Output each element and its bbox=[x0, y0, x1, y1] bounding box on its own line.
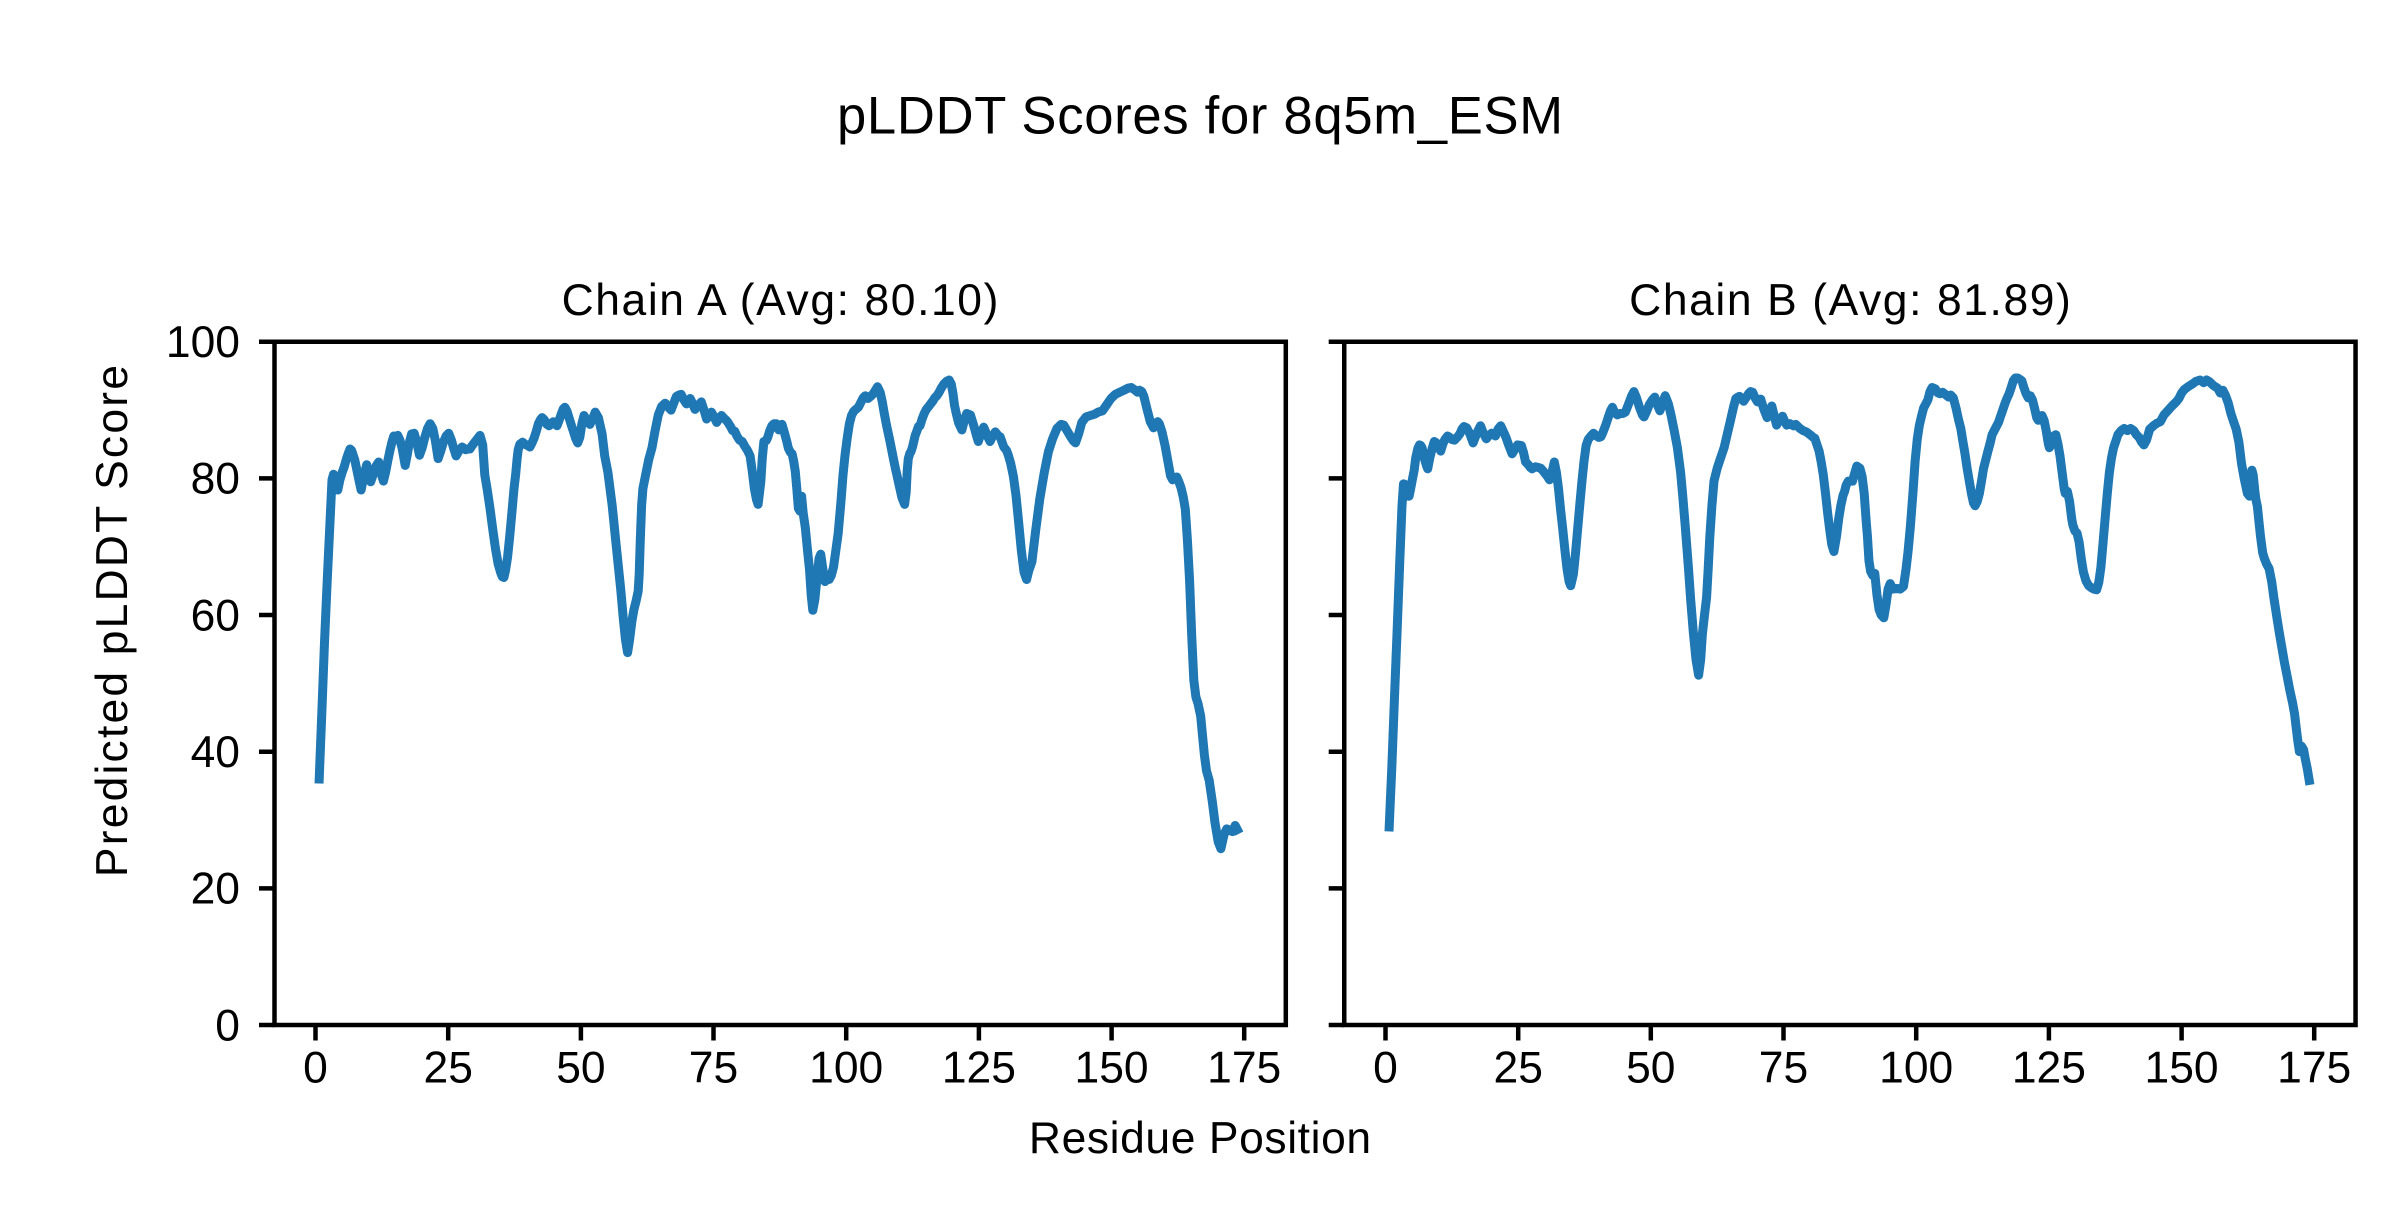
svg-text:175: 175 bbox=[1207, 1044, 1281, 1093]
svg-text:50: 50 bbox=[1626, 1044, 1675, 1093]
svg-text:100: 100 bbox=[166, 318, 240, 367]
svg-text:150: 150 bbox=[2145, 1044, 2219, 1093]
svg-text:25: 25 bbox=[424, 1044, 473, 1093]
svg-text:50: 50 bbox=[556, 1044, 605, 1093]
svg-text:Predicted pLDDT Score: Predicted pLDDT Score bbox=[88, 363, 137, 877]
svg-text:100: 100 bbox=[1879, 1044, 1953, 1093]
svg-text:20: 20 bbox=[191, 865, 240, 914]
svg-text:125: 125 bbox=[942, 1044, 1016, 1093]
svg-text:0: 0 bbox=[215, 1001, 240, 1050]
svg-text:0: 0 bbox=[1373, 1044, 1398, 1093]
svg-text:0: 0 bbox=[303, 1044, 328, 1093]
svg-text:75: 75 bbox=[689, 1044, 738, 1093]
svg-text:Chain A (Avg: 80.10): Chain A (Avg: 80.10) bbox=[562, 276, 1000, 325]
svg-text:100: 100 bbox=[809, 1044, 883, 1093]
svg-text:175: 175 bbox=[2277, 1044, 2351, 1093]
svg-text:Chain B (Avg: 81.89): Chain B (Avg: 81.89) bbox=[1629, 276, 2072, 325]
svg-text:75: 75 bbox=[1759, 1044, 1808, 1093]
svg-text:150: 150 bbox=[1075, 1044, 1149, 1093]
svg-text:125: 125 bbox=[2012, 1044, 2086, 1093]
svg-text:Residue Position: Residue Position bbox=[1029, 1114, 1372, 1163]
svg-text:25: 25 bbox=[1494, 1044, 1543, 1093]
svg-text:80: 80 bbox=[191, 455, 240, 504]
svg-text:40: 40 bbox=[191, 728, 240, 777]
svg-text:pLDDT Scores for 8q5m_ESM: pLDDT Scores for 8q5m_ESM bbox=[837, 87, 1564, 146]
svg-text:60: 60 bbox=[191, 591, 240, 640]
